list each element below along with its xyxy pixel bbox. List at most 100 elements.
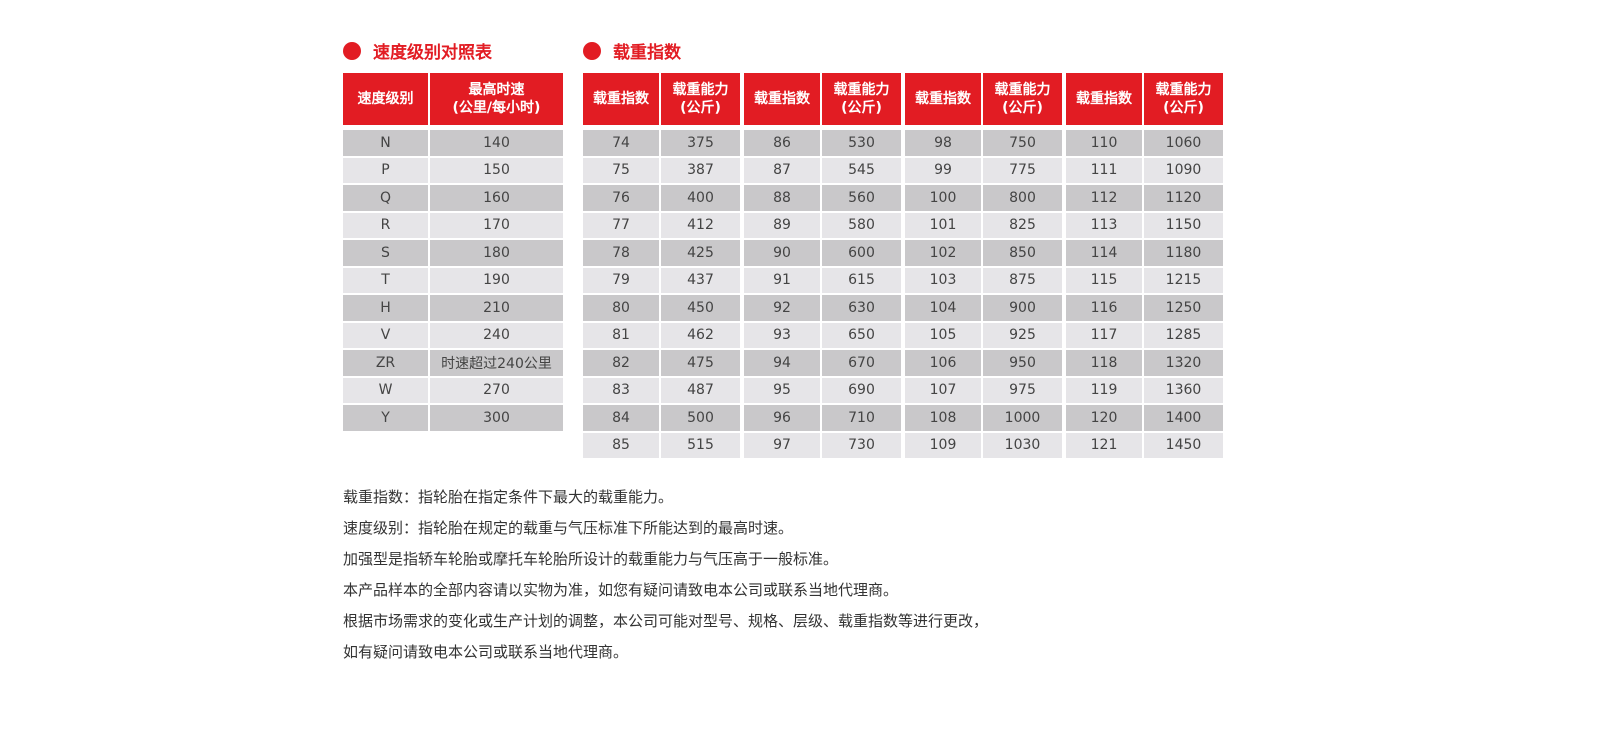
table-cell: 875 xyxy=(983,267,1062,293)
table-cell: 77 xyxy=(583,212,659,238)
table-row: 108 1000 xyxy=(905,405,1062,431)
table-cell: 1360 xyxy=(1144,377,1223,403)
table-cell: 时速超过240公里 xyxy=(430,350,563,376)
table-row: 83 487 xyxy=(583,377,740,403)
table-cell: 600 xyxy=(822,240,901,266)
table-row: N 140 xyxy=(343,130,563,156)
table-cell: 98 xyxy=(905,130,981,156)
table-cell: 1090 xyxy=(1144,157,1223,183)
table-row: P 150 xyxy=(343,157,563,183)
table-row: 101 825 xyxy=(905,212,1062,238)
load-table: 载重指数 载重能力 (公斤) 110 1060 111 1090 112 1120 113 1150… xyxy=(1064,71,1225,460)
table-row: Y 300 xyxy=(343,405,563,431)
table-cell: 300 xyxy=(430,405,563,431)
table-cell: ZR xyxy=(343,350,428,376)
table-cell: 119 xyxy=(1066,377,1142,403)
table-cell: 84 xyxy=(583,405,659,431)
table-row: ZR 时速超过240公里 xyxy=(343,350,563,376)
header-speed-rating: 速度级别 xyxy=(343,73,428,125)
table-cell: Q xyxy=(343,185,428,211)
table-cell: 1120 xyxy=(1144,185,1223,211)
table-cell: Y xyxy=(343,405,428,431)
header-unit: (公斤) xyxy=(841,100,882,116)
table-cell: 105 xyxy=(905,322,981,348)
table-row: 94 670 xyxy=(744,350,901,376)
table-cell: W xyxy=(343,377,428,403)
load-table: 载重指数 载重能力 (公斤) 98 750 99 775 100 800 101 825 102 850… xyxy=(903,71,1064,460)
table-row: 103 875 xyxy=(905,267,1062,293)
table-row: 90 600 xyxy=(744,240,901,266)
table-row: 78 425 xyxy=(583,240,740,266)
table-cell: 82 xyxy=(583,350,659,376)
header-line: 最高时速 xyxy=(468,82,525,98)
table-cell: 1320 xyxy=(1144,350,1223,376)
table-cell: 530 xyxy=(822,130,901,156)
table-cell: 210 xyxy=(430,295,563,321)
table-cell: 690 xyxy=(822,377,901,403)
table-cell: 1060 xyxy=(1144,130,1223,156)
header-load-capacity: 载重能力 (公斤) xyxy=(983,73,1062,125)
table-cell: 975 xyxy=(983,377,1062,403)
table-cell: P xyxy=(343,157,428,183)
table-row: 92 630 xyxy=(744,295,901,321)
header-line: 载重能力 xyxy=(994,82,1051,98)
note-line: 根据市场需求的变化或生产计划的调整，本公司可能对型号、规格、层级、载重指数等进行… xyxy=(343,612,989,630)
table-cell: 80 xyxy=(583,295,659,321)
header-unit: (公斤) xyxy=(1002,100,1043,116)
load-title-text: 载重指数 xyxy=(613,43,681,63)
table-cell: 1180 xyxy=(1144,240,1223,266)
table-cell: 545 xyxy=(822,157,901,183)
table-cell: 140 xyxy=(430,130,563,156)
table-row: 76 400 xyxy=(583,185,740,211)
table-cell: 710 xyxy=(822,405,901,431)
table-cell: 240 xyxy=(430,322,563,348)
table-cell: S xyxy=(343,240,428,266)
table-row: 119 1360 xyxy=(1066,377,1223,403)
table-cell: 92 xyxy=(744,295,820,321)
table-cell: 900 xyxy=(983,295,1062,321)
table-cell: 615 xyxy=(822,267,901,293)
table-cell: 150 xyxy=(430,157,563,183)
table-cell: 670 xyxy=(822,350,901,376)
table-cell: 475 xyxy=(661,350,740,376)
table-cell: 99 xyxy=(905,157,981,183)
speed-section-title: 速度级别对照表 xyxy=(343,38,492,63)
table-cell: H xyxy=(343,295,428,321)
table-cell: 580 xyxy=(822,212,901,238)
table-cell: 630 xyxy=(822,295,901,321)
table-row: 74 375 xyxy=(583,130,740,156)
header-load-index: 载重指数 xyxy=(905,73,981,125)
table-cell: 91 xyxy=(744,267,820,293)
header-load-index: 载重指数 xyxy=(744,73,820,125)
table-cell: 500 xyxy=(661,405,740,431)
speed-table: 速度级别 最高时速 (公里/每小时) N 140 P 150 Q 160 R 170 S 180 T 1… xyxy=(341,71,565,433)
table-row: Q 160 xyxy=(343,185,563,211)
table-cell: 97 xyxy=(744,432,820,458)
table-row: 95 690 xyxy=(744,377,901,403)
table-cell: 94 xyxy=(744,350,820,376)
table-cell: 1150 xyxy=(1144,212,1223,238)
table-cell: 95 xyxy=(744,377,820,403)
table-row: 110 1060 xyxy=(1066,130,1223,156)
header-line: 载重能力 xyxy=(1155,82,1212,98)
table-cell: 730 xyxy=(822,432,901,458)
table-row: 88 560 xyxy=(744,185,901,211)
bullet-dot-icon xyxy=(583,41,601,60)
table-row: H 210 xyxy=(343,295,563,321)
header-load-index: 载重指数 xyxy=(583,73,659,125)
table-cell: T xyxy=(343,267,428,293)
table-cell: 110 xyxy=(1066,130,1142,156)
table-row: 80 450 xyxy=(583,295,740,321)
table-cell: 462 xyxy=(661,322,740,348)
table-cell: 115 xyxy=(1066,267,1142,293)
table-row: 89 580 xyxy=(744,212,901,238)
header-unit: (公里/每小时) xyxy=(452,100,541,116)
table-cell: 180 xyxy=(430,240,563,266)
table-cell: 190 xyxy=(430,267,563,293)
table-cell: 102 xyxy=(905,240,981,266)
table-cell: 925 xyxy=(983,322,1062,348)
notes: 载重指数：指轮胎在指定条件下最大的载重能力。 速度级别：指轮胎在规定的载重与气压… xyxy=(343,484,988,670)
table-row: 81 462 xyxy=(583,322,740,348)
table-cell: 90 xyxy=(744,240,820,266)
